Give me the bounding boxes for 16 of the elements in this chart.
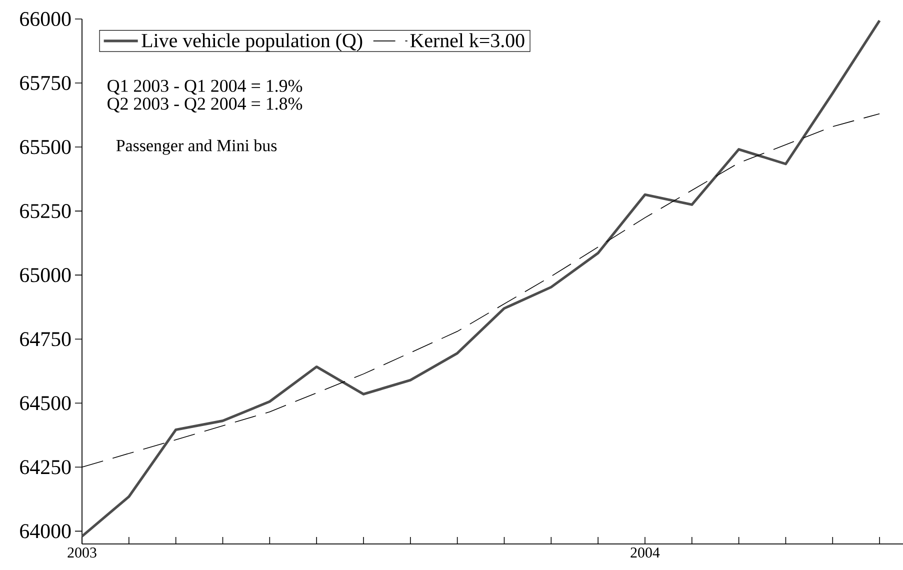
- legend-label: Live vehicle population (Q): [142, 33, 362, 52]
- y-tick-label: 64000: [20, 524, 71, 538]
- y-tick-label: 65250: [20, 204, 71, 218]
- annotation: Q2 2003 - Q2 2004 = 1.8%: [108, 98, 302, 112]
- legend-label: Kernel k=3.00: [410, 33, 524, 48]
- annotation: Passenger and Mini bus: [116, 139, 277, 155]
- x-tick-label: 2004: [630, 548, 660, 558]
- y-tick-label: 66000: [20, 12, 71, 26]
- y-tick-label: 64500: [20, 396, 71, 410]
- x-tick-label: 2003: [68, 548, 96, 558]
- y-tick-label: 64250: [20, 460, 71, 474]
- y-tick-label: 65000: [20, 268, 71, 282]
- annotation: Q1 2003 - Q1 2004 = 1.9%: [108, 80, 302, 95]
- y-tick-label: 64750: [20, 332, 71, 346]
- y-tick-label: 65750: [20, 76, 71, 90]
- y-tick-label: 65500: [20, 140, 71, 154]
